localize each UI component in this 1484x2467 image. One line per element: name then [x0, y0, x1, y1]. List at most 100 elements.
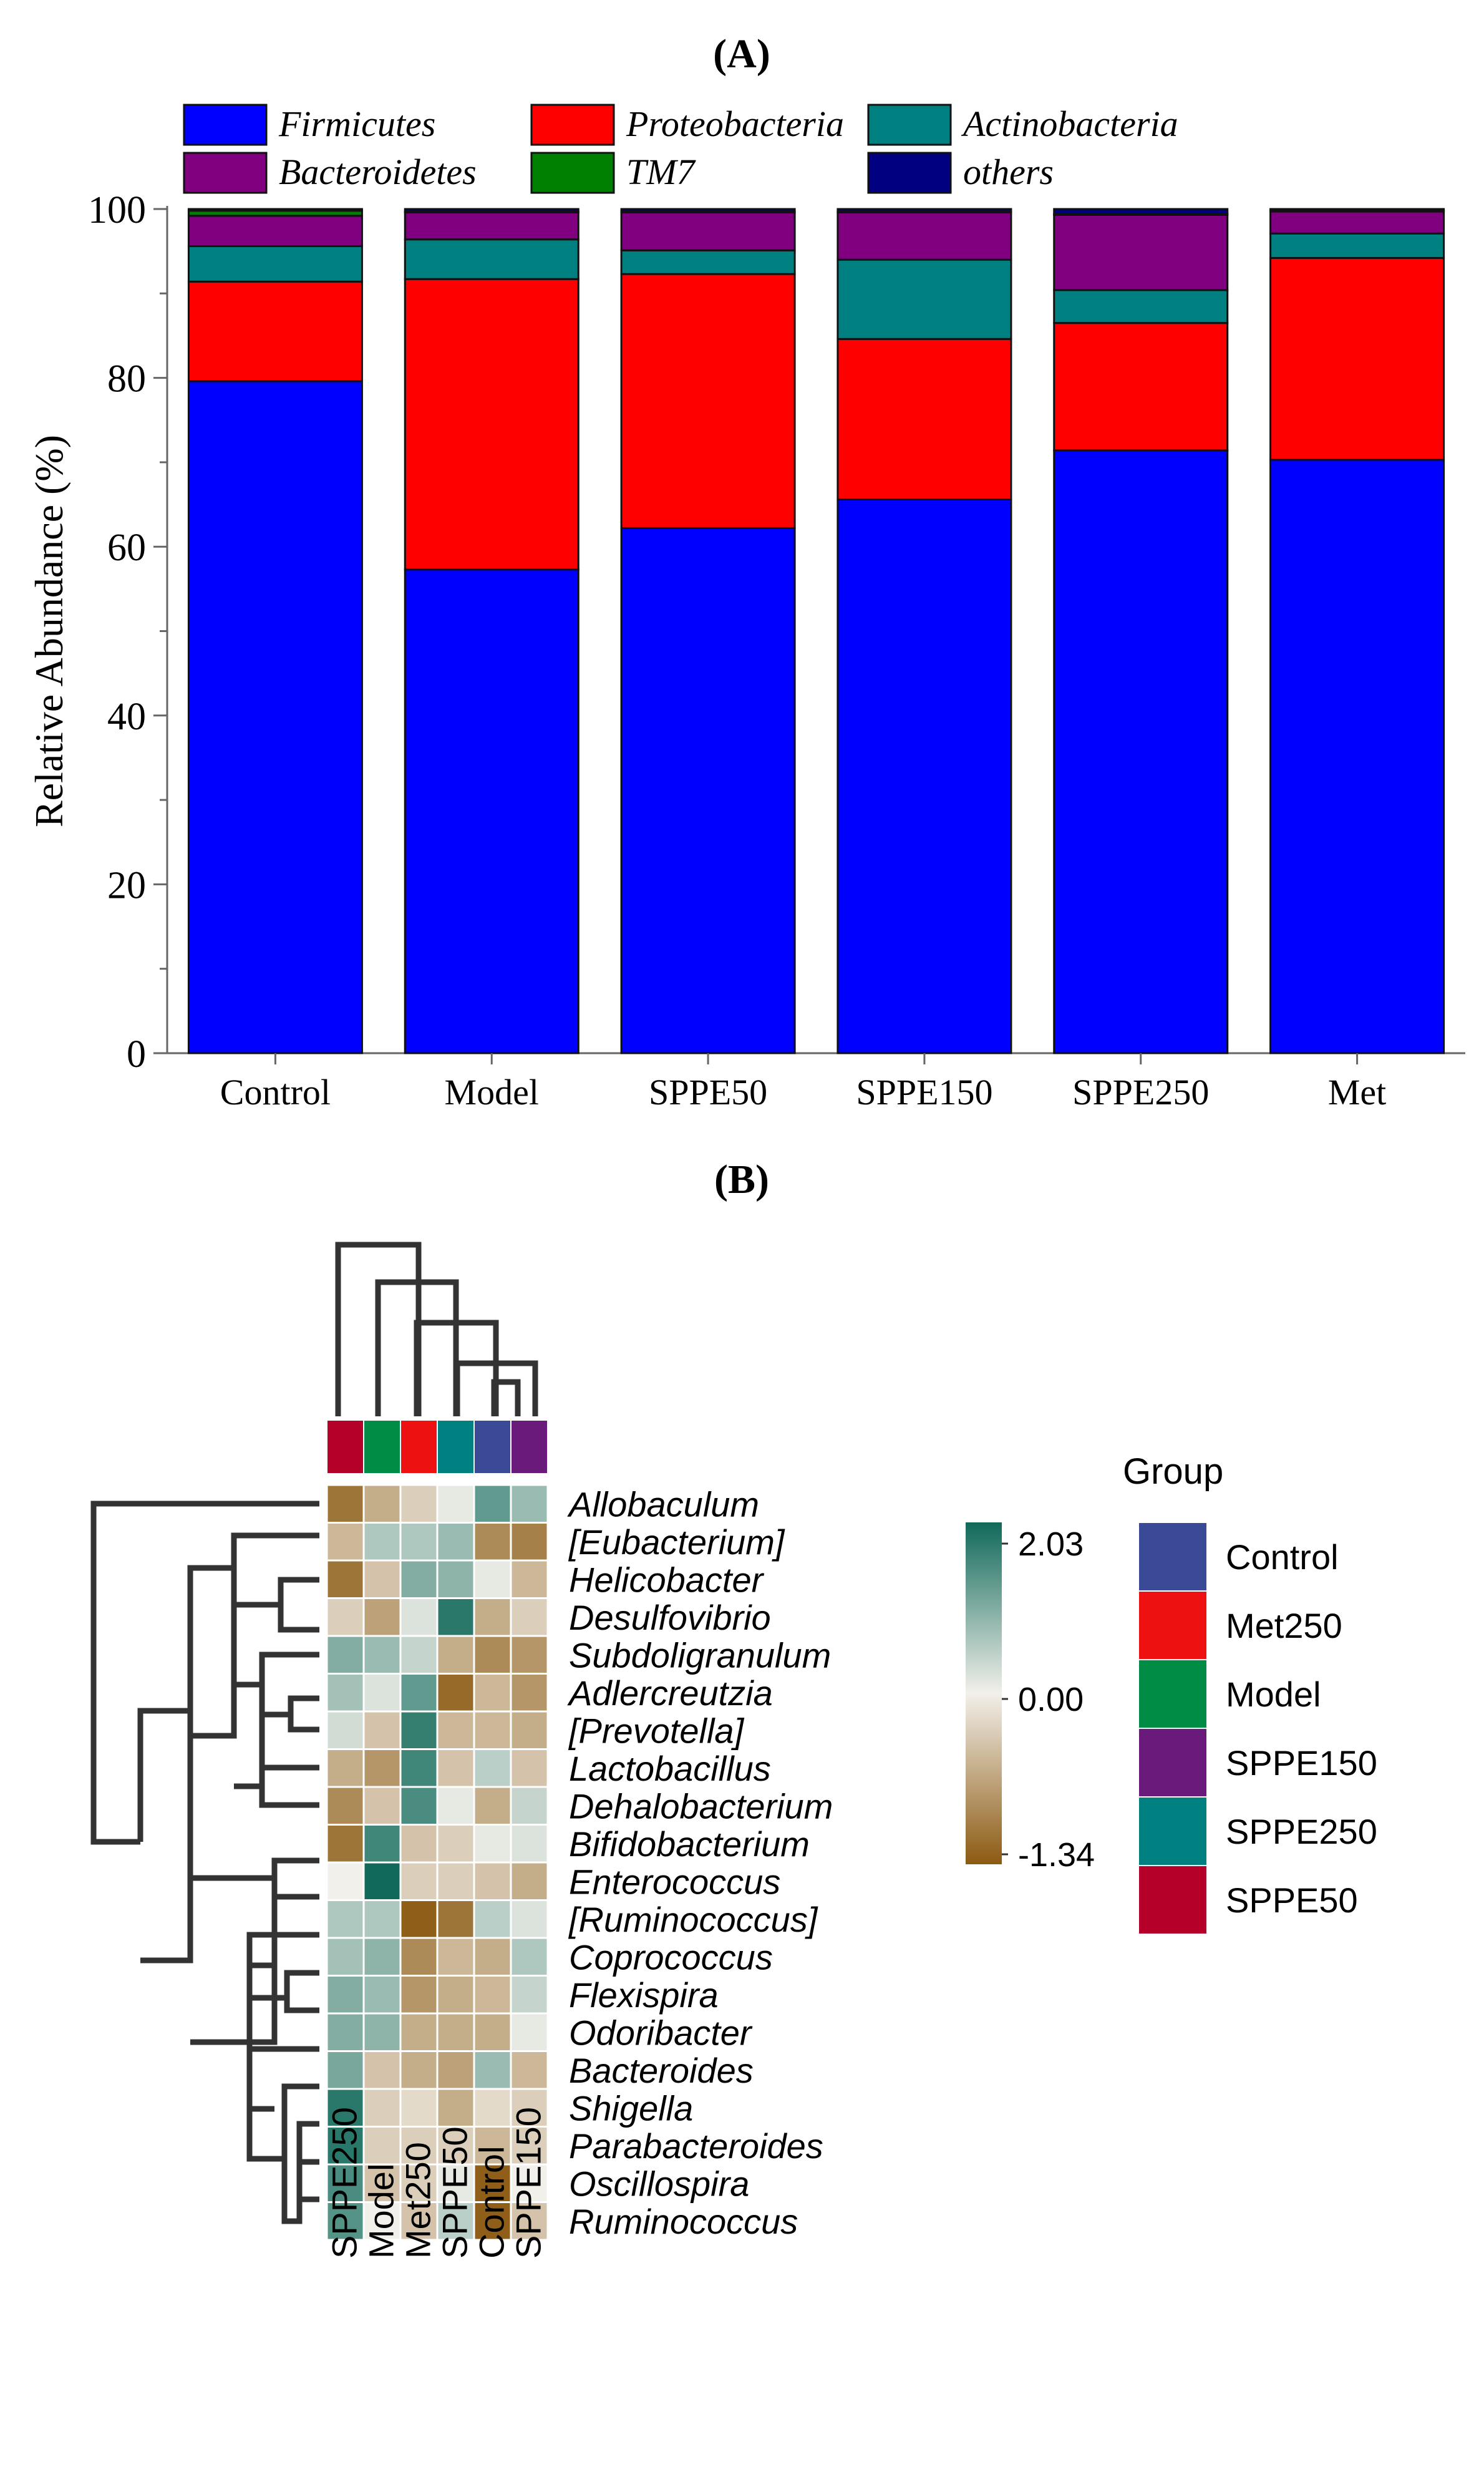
column-label-sppe50: SPPE50 [435, 2126, 475, 2259]
heatmap-cell-flexispira-sppe150 [510, 1975, 549, 2015]
heatmap-cell-enterococcus-sppe150 [510, 1861, 549, 1901]
column-dendrogram-branch [414, 1320, 499, 1416]
heatmap-cell-enterococcus-control [473, 1861, 512, 1901]
heatmap-cell-dehalobacterium-met250 [399, 1786, 439, 1826]
row-dendrogram-branch [231, 1532, 319, 1633]
heatmap-cell-odoribacter-met250 [399, 2012, 439, 2052]
heatmap-cell-parabacteroides-control [473, 2126, 512, 2166]
heatmap-cell-odoribacter-model [362, 2012, 402, 2052]
panel-a-letter: A [727, 31, 757, 77]
heatmap-cell-parabacteroides-model [362, 2126, 402, 2166]
y-tick-label: 40 [107, 696, 146, 738]
legend-label-firmicutes: Firmicutes [278, 104, 435, 144]
row-label-subdoligranulum: Subdoligranulum [569, 1635, 831, 1675]
heatmap-cell-bifidobacterium-control [473, 1824, 512, 1864]
row-label-parabacteroides: Parabacteroides [569, 2126, 823, 2166]
heatmap-cell-shigella-sppe150 [510, 2088, 549, 2128]
heatmap-cell-enterococcus-model [362, 1861, 402, 1901]
bar-met-actinobacteria [1269, 232, 1445, 259]
heatmap-cell-shigella-model [362, 2088, 402, 2128]
column-label-model: Model [362, 2163, 401, 2259]
legend-label-proteobacteria: Proteobacteria [626, 104, 844, 144]
bar-model-others [404, 208, 580, 213]
heatmap-cell-desulfovibrio-sppe250 [326, 1597, 365, 1637]
heatmap-cell-ruminococcus-sppe150 [510, 1899, 549, 1939]
row-label-ruminococcus: [Ruminococcus] [568, 1900, 818, 1939]
heatmap-cell-flexispira-control [473, 1975, 512, 2015]
row-label-dehalobacterium: Dehalobacterium [569, 1786, 833, 1826]
heatmap-cell-eubacterium-sppe150 [510, 1522, 549, 1562]
heatmap-cell-ruminococcus-control [473, 1899, 512, 1939]
row-label-bacteroides: Bacteroides [569, 2051, 754, 2090]
heatmap-cell-eubacterium-model [362, 1522, 402, 1562]
row-label-allobaculum: Allobaculum [567, 1484, 759, 1524]
heatmap-cell-helicobacter-model [362, 1559, 402, 1599]
heatmap-cell-subdoligranulum-sppe150 [510, 1635, 549, 1675]
row-label-shigella: Shigella [569, 2088, 693, 2128]
bar-sppe50-proteobacteria [620, 273, 796, 529]
column-label-sppe150: SPPE150 [509, 2107, 548, 2259]
heatmap-cell-helicobacter-sppe150 [510, 1559, 549, 1599]
heatmap-cell-coprococcus-met250 [399, 1937, 439, 1977]
group-swatch-met250 [1138, 1590, 1208, 1660]
heatmap-cell-coprococcus-model [362, 1937, 402, 1977]
row-label-ruminococcus: Ruminococcus [569, 2202, 798, 2241]
heatmap-cell-adlercreutzia-sppe150 [510, 1673, 549, 1713]
heatmap-cell-allobaculum-sppe50 [436, 1484, 475, 1524]
heatmap-cell-prevotella-sppe50 [436, 1710, 475, 1750]
row-label-coprococcus: Coprococcus [569, 1937, 773, 1977]
heatmap-cell-prevotella-met250 [399, 1710, 439, 1750]
panel-b-paren-open: ( [714, 1157, 728, 1202]
row-dendrogram-branch [246, 1962, 278, 2112]
heatmap-cell-ruminococcus-sppe50 [436, 2201, 475, 2241]
heatmap-cell-adlercreutzia-model [362, 1673, 402, 1713]
row-dendrogram-branch [259, 1652, 319, 1733]
row-dendrogram-branch [271, 1857, 319, 1900]
column-annotation-sppe50 [326, 1419, 364, 1474]
heatmap-cell-shigella-control [473, 2088, 512, 2128]
group-swatch-model [1138, 1659, 1208, 1729]
row-dendrogram-branch [231, 1681, 265, 1789]
column-annotation-control [473, 1419, 512, 1474]
heatmap-cell-coprococcus-sppe150 [510, 1937, 549, 1977]
group-legend: Group Control Met250 Model SPPE150 SPPE250 SP… [1123, 1451, 1377, 1935]
group-label-sppe50: SPPE50 [1226, 1881, 1358, 1920]
heatmap-cell-eubacterium-sppe250 [326, 1522, 365, 1562]
heatmap-colorbar: 2.03 0.00 -1.34 [966, 1522, 1095, 1874]
heatmap-cell-shigella-met250 [399, 2088, 439, 2128]
heatmap-cell-subdoligranulum-model [362, 1635, 402, 1675]
group-swatch-control [1138, 1522, 1208, 1592]
column-dendrogram-branch [454, 1360, 538, 1416]
heatmap-cell-bifidobacterium-sppe250 [326, 1824, 365, 1864]
row-label-lactobacillus: Lactobacillus [569, 1749, 771, 1788]
column-annotation-met250 [400, 1419, 438, 1474]
legend-label-bacteroidetes: Bacteroidetes [279, 152, 477, 192]
legend-swatch-actinobacteria [867, 104, 952, 146]
heatmap-cell-bifidobacterium-sppe150 [510, 1824, 549, 1864]
heatmap-cell-desulfovibrio-sppe50 [436, 1597, 475, 1637]
bar-sppe250-firmicutes [1053, 449, 1229, 1054]
heatmap-cell-bacteroides-control [473, 2050, 512, 2090]
bar-sppe50-actinobacteria [620, 249, 796, 275]
heatmap-cell-bacteroides-sppe50 [436, 2050, 475, 2090]
bar-control-bacteroidetes [187, 215, 363, 248]
bar-sppe150-bacteroidetes [837, 211, 1012, 261]
heatmap-cell-odoribacter-sppe250 [326, 2012, 365, 2052]
heatmap-cell-lactobacillus-sppe50 [436, 1748, 475, 1788]
row-label-prevotella: [Prevotella] [568, 1711, 745, 1750]
bar-sppe250-actinobacteria [1053, 289, 1229, 324]
heatmap-cell-coprococcus-sppe50 [436, 1937, 475, 1977]
row-dendrogram-branch [187, 1875, 278, 2045]
heatmap-cell-bacteroides-model [362, 2050, 402, 2090]
heatmap-cell-desulfovibrio-met250 [399, 1597, 439, 1637]
heatmap-cell-coprococcus-sppe250 [326, 1937, 365, 1977]
heatmap-cell-bifidobacterium-model [362, 1824, 402, 1864]
heatmap-cell-oscillospira-control [473, 2163, 512, 2203]
legend-label-others: others [963, 152, 1054, 192]
bar-sppe50-firmicutes [620, 527, 796, 1054]
row-label-bifidobacterium: Bifidobacterium [569, 1824, 810, 1864]
heatmap-cell-allobaculum-sppe150 [510, 1484, 549, 1524]
heatmap-cell-shigella-sppe50 [436, 2088, 475, 2128]
heatmap-cell-ruminococcus-met250 [399, 1899, 439, 1939]
row-dendrogram-branch [246, 2046, 319, 2224]
